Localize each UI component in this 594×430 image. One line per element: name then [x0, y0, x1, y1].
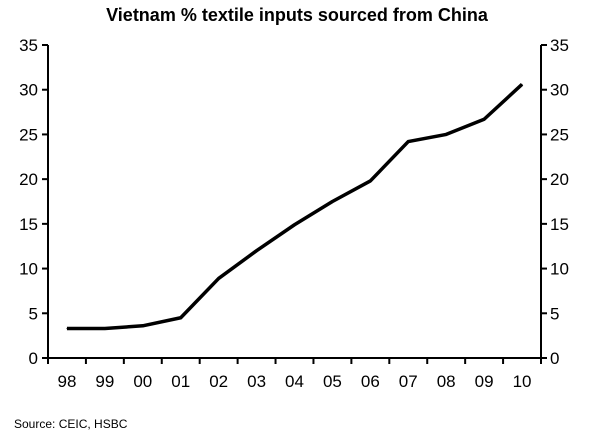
plot-frame [47, 45, 542, 359]
data-point [445, 133, 447, 135]
right-y-tick-label: 10 [550, 260, 569, 279]
data-point [369, 180, 371, 182]
source-note: Source: CEIC, HSBC [14, 417, 128, 430]
left-y-tick-label: 35 [19, 36, 38, 55]
left-y-tick-label: 30 [19, 81, 38, 100]
right-y-tick-label: 30 [550, 81, 569, 100]
x-tick-label: 04 [285, 372, 304, 391]
x-tick-label: 01 [171, 372, 190, 391]
data-point [66, 327, 68, 329]
data-point [218, 277, 220, 279]
chart-title: Vietnam % textile inputs sourced from Ch… [106, 5, 489, 25]
series-line [66, 83, 524, 331]
right-y-tick-label: 15 [550, 215, 569, 234]
left-y-tick-label: 20 [19, 170, 38, 189]
x-tick-label: 99 [95, 372, 114, 391]
x-tick-label: 06 [361, 372, 380, 391]
left-y-tick-label: 5 [29, 304, 38, 323]
data-point [180, 317, 182, 319]
right-y-tick-label: 5 [550, 304, 559, 323]
x-tick-label: 07 [399, 372, 418, 391]
data-point [521, 83, 523, 85]
right-y-tick-label: 35 [550, 36, 569, 55]
right-y-tick-label: 20 [550, 170, 569, 189]
left-y-tick-label: 10 [19, 260, 38, 279]
left-y-tick-label: 0 [29, 349, 38, 368]
data-point [256, 250, 258, 252]
left-y-axis-ticks: 0 5 10 15 20 25 30 35 [19, 36, 48, 368]
x-tick-label: 03 [247, 372, 266, 391]
x-tick-label: 05 [323, 372, 342, 391]
x-axis-ticks: 98 99 00 01 02 03 04 05 06 07 08 09 10 [47, 358, 542, 391]
left-y-tick-label: 25 [19, 125, 38, 144]
right-y-axis-ticks: 0 5 10 15 20 25 30 35 [541, 36, 569, 368]
data-point [294, 224, 295, 226]
left-y-tick-label: 15 [19, 215, 38, 234]
x-tick-label: 10 [513, 372, 532, 391]
data-point [104, 327, 106, 329]
x-tick-label: 98 [58, 372, 77, 391]
data-point [483, 118, 485, 120]
x-tick-label: 09 [475, 372, 494, 391]
x-tick-label: 08 [437, 372, 456, 391]
data-point [142, 325, 144, 327]
data-point [407, 141, 409, 143]
x-tick-label: 02 [209, 372, 228, 391]
series-group [66, 83, 524, 331]
x-tick-label: 00 [133, 372, 152, 391]
data-point [331, 201, 333, 202]
right-y-tick-label: 25 [550, 125, 569, 144]
right-y-tick-label: 0 [550, 349, 559, 368]
